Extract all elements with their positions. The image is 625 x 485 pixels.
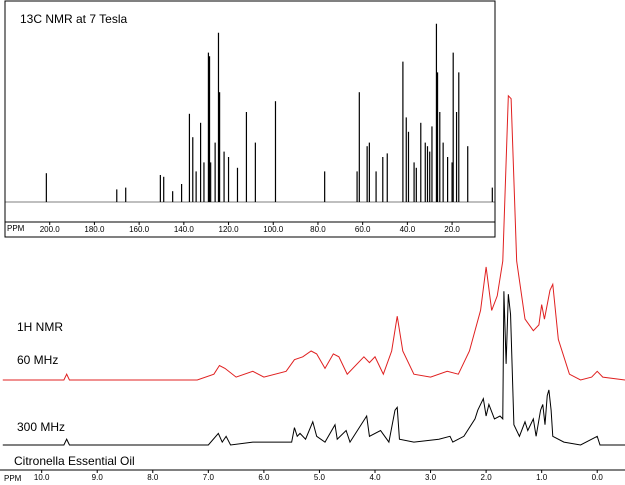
x-tick-label: 2.0 <box>481 473 493 482</box>
x-tick-label: 5.0 <box>314 473 326 482</box>
x-tick-label: 20.0 <box>444 225 460 234</box>
x-tick-label: 6.0 <box>258 473 270 482</box>
series-label: 300 MHz <box>17 420 65 434</box>
x-tick-label: 120.0 <box>219 225 240 234</box>
spectrum-line <box>2 94 625 381</box>
x-tick-label: 100.0 <box>263 225 284 234</box>
x-tick-label: 1.0 <box>536 473 548 482</box>
x-label: PPM <box>4 474 22 483</box>
series-label: 60 MHz <box>17 353 58 367</box>
inset-frame <box>4 0 496 238</box>
chart-title: 1H NMR <box>17 320 63 334</box>
x-tick-label: 80.0 <box>310 225 326 234</box>
x-tick-label: 4.0 <box>369 473 381 482</box>
spectrum-line <box>2 291 625 446</box>
inset-title: 13C NMR at 7 Tesla <box>20 12 127 26</box>
x-tick-label: 10.0 <box>34 473 50 482</box>
x-tick-label: 60.0 <box>355 225 371 234</box>
x-tick-label: 180.0 <box>84 225 105 234</box>
x-tick-label: 7.0 <box>203 473 215 482</box>
x-tick-label: 0.0 <box>592 473 604 482</box>
x-tick-label: 9.0 <box>92 473 104 482</box>
x-tick-label: 40.0 <box>400 225 416 234</box>
chart-subtitle: Citronella Essential Oil <box>14 454 135 468</box>
x-tick-label: 200.0 <box>40 225 61 234</box>
x-tick-label: 140.0 <box>174 225 195 234</box>
inset-x-label: PPM <box>7 224 25 233</box>
x-tick-label: 160.0 <box>129 225 150 234</box>
x-tick-label: 8.0 <box>147 473 159 482</box>
x-tick-label: 3.0 <box>425 473 437 482</box>
